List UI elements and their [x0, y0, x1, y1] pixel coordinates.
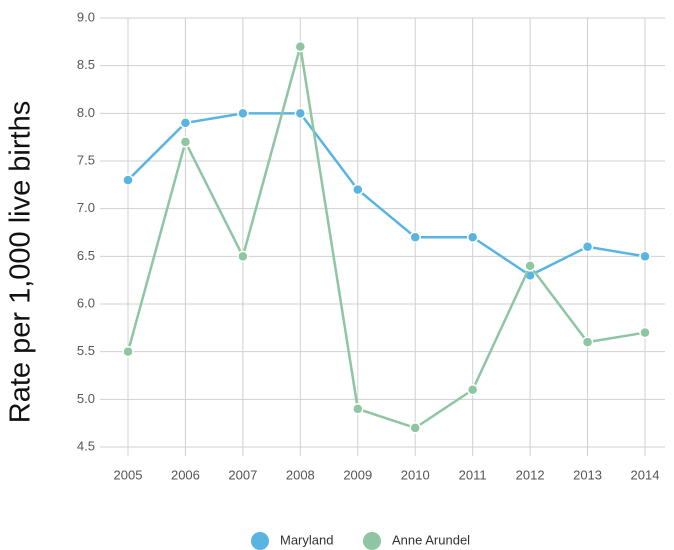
y-tick-label: 7.0: [77, 200, 95, 215]
data-point: [352, 403, 364, 415]
y-tick-label: 7.5: [77, 152, 95, 167]
series-line: [126, 46, 646, 430]
data-point: [237, 250, 249, 263]
y-tick-label: 4.5: [77, 438, 95, 453]
data-point: [524, 260, 536, 272]
legend-label: Maryland: [280, 532, 333, 547]
x-tick-label: 2006: [171, 467, 200, 482]
data-point: [352, 183, 364, 196]
x-tick-label: 2011: [459, 467, 487, 482]
data-point: [581, 241, 594, 253]
y-tick-label: 5.0: [77, 391, 95, 406]
x-tick-label: 2008: [286, 467, 315, 482]
x-tick-label: 2005: [114, 467, 143, 482]
data-point: [581, 336, 594, 348]
data-point: [639, 326, 651, 339]
data-point: [466, 384, 479, 396]
data-point: [122, 174, 134, 186]
data-point: [639, 250, 651, 263]
x-tick-label: 2007: [228, 467, 257, 482]
data-point: [409, 231, 421, 244]
data-point: [409, 422, 421, 434]
data-point: [122, 345, 134, 358]
y-tick-label: 8.0: [77, 105, 95, 120]
data-point: [466, 231, 479, 244]
x-tick-label: 2012: [516, 467, 545, 482]
data-point: [294, 107, 307, 120]
legend-swatch: [363, 532, 381, 550]
data-point: [294, 40, 307, 53]
legend-swatch: [251, 532, 269, 550]
y-tick-label: 8.5: [77, 57, 95, 72]
y-tick-label: 5.5: [77, 343, 95, 358]
x-tick-label: 2010: [401, 467, 430, 482]
y-tick-label: 9.0: [77, 9, 95, 24]
y-tick-label: 6.5: [77, 248, 95, 263]
x-tick-label: 2014: [631, 467, 660, 482]
x-tick-label: 2009: [343, 467, 372, 482]
data-point: [179, 117, 192, 129]
x-tick-label: 2013: [573, 467, 602, 482]
data-point: [179, 136, 192, 148]
legend-label: Anne Arundel: [392, 532, 470, 547]
y-axis-label: Rate per 1,000 live births: [5, 101, 37, 423]
y-tick-label: 6.0: [77, 295, 95, 310]
series-line: [127, 112, 646, 277]
data-point: [237, 107, 249, 120]
